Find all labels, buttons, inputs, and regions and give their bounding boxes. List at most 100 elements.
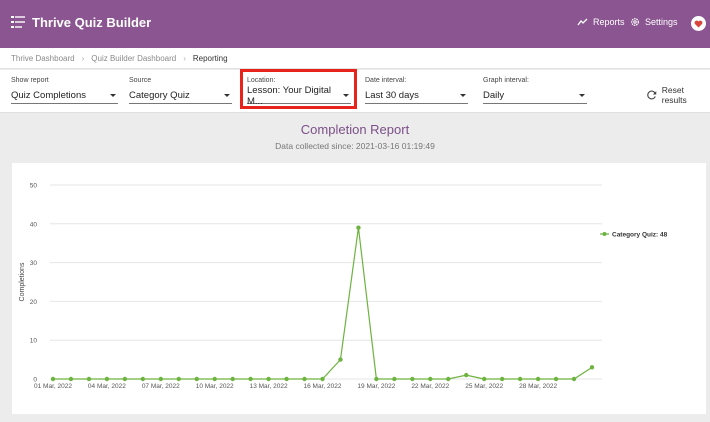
data-point [50,376,56,382]
source-filter: Source Category Quiz [129,77,232,104]
graph-interval-label: Graph interval: [483,77,529,84]
data-point [122,376,128,382]
date-interval-label: Date interval: [365,77,407,84]
refresh-icon [647,90,657,100]
data-point [392,376,397,382]
top-bar: Thrive Quiz Builder Reports Settings [0,0,710,48]
data-point [410,376,415,382]
y-axis-label: Completions [19,262,26,301]
date-interval-value: Last 30 days [365,90,419,101]
graph-interval-select[interactable]: Daily [483,88,587,104]
x-tick-label: 22 Mar, 2022 [411,383,449,390]
data-point [571,376,577,382]
x-tick-label: 28 Mar, 2022 [519,383,557,390]
app-title: Thrive Quiz Builder [32,14,152,30]
x-tick-label: 10 Mar, 2022 [196,383,234,390]
y-tick-label: 30 [30,260,38,267]
caret-down-icon [460,94,466,97]
x-tick-label: 25 Mar, 2022 [465,383,503,390]
y-tick-label: 0 [33,377,37,384]
nav-reports-label: Reports [593,17,625,27]
source-label: Source [129,77,152,84]
legend-label: Category Quiz: 48 [612,232,668,239]
avatar[interactable] [691,16,706,31]
location-value: Lesson: Your Digital M... [247,84,331,107]
data-point [266,376,271,382]
y-tick-label: 20 [30,299,38,306]
data-point [212,376,217,382]
data-point [302,376,307,382]
data-point [553,376,559,382]
location-filter: Location: Lesson: Your Digital M... [247,77,351,107]
data-point [158,376,163,382]
reset-results-label: Reset results [661,85,687,105]
gear-icon [631,18,639,26]
brand[interactable]: Thrive Quiz Builder [10,14,151,30]
nav-settings-label: Settings [645,17,678,27]
data-point [446,376,451,382]
show-report-select[interactable]: Quiz Completions [11,88,118,104]
data-point [517,376,523,382]
caret-down-icon [343,94,349,97]
nav-reports[interactable]: Reports [577,17,625,27]
completion-chart: 0 10 20 30 40 50 Completions 01 Mar, 2022 04 Mar… [19,183,668,391]
report-title: Completion Report [300,122,410,137]
data-point [374,376,379,382]
report-subtitle: Data collected since: 2021-03-16 01:19:4… [275,141,435,151]
location-label: Location: [247,77,276,84]
data-point [499,376,505,382]
source-value: Category Quiz [129,90,190,101]
caret-down-icon [110,94,116,97]
chevron-right-icon: › [183,53,186,63]
data-point [284,376,289,382]
data-point [320,376,325,382]
series-line [53,227,593,380]
date-interval-select[interactable]: Last 30 days [365,88,468,104]
data-point [535,376,541,382]
nav-settings[interactable]: Settings [630,17,678,27]
y-tick-label: 40 [30,221,38,228]
data-point [464,372,469,378]
x-tick-label: 16 Mar, 2022 [304,383,342,390]
x-tick-label: 13 Mar, 2022 [250,383,288,390]
x-tick-label: 04 Mar, 2022 [88,383,126,390]
data-point [86,376,92,382]
breadcrumb-dashboard[interactable]: Thrive Dashboard [11,53,75,63]
x-tick-label: 19 Mar, 2022 [357,383,395,390]
location-select[interactable]: Lesson: Your Digital M... [247,84,351,107]
heart-icon [694,20,703,27]
caret-down-icon [224,94,230,97]
data-point [589,365,595,370]
show-report-label: Show report [11,77,49,84]
chevron-right-icon: › [81,53,85,63]
x-tick-label: 01 Mar, 2022 [34,383,72,390]
data-point [248,376,253,382]
reset-results-button[interactable]: Reset results [647,85,710,105]
show-report-filter: Show report Quiz Completions [11,77,118,104]
breadcrumb-current: Reporting [192,53,228,63]
source-select[interactable]: Category Quiz [129,88,232,104]
data-point [194,376,199,382]
data-point [68,376,74,382]
caret-down-icon [579,94,585,97]
breadcrumb: Thrive Dashboard › Quiz Builder Dashboar… [0,48,710,69]
show-report-value: Quiz Completions [11,90,86,101]
data-point [140,376,146,382]
date-interval-filter: Date interval: Last 30 days [365,77,468,104]
data-point [176,376,181,382]
data-point [338,357,343,362]
location-highlight-box [240,69,357,109]
graph-interval-value: Daily [483,90,505,101]
data-point [482,376,487,382]
data-point [356,225,361,230]
chart-card: 0 10 20 30 40 50 Completions 01 Mar, 2022 04 Mar… [12,163,706,414]
quiz-builder-logo-icon [11,16,25,28]
graph-interval-filter: Graph interval: Daily [483,77,587,104]
y-tick-label: 50 [30,183,38,190]
data-point [230,376,235,382]
legend-marker [602,232,607,236]
x-tick-label: 07 Mar, 2022 [142,383,180,390]
breadcrumb-quiz-builder[interactable]: Quiz Builder Dashboard [91,53,177,63]
y-tick-label: 10 [30,338,38,345]
data-point [104,376,110,382]
